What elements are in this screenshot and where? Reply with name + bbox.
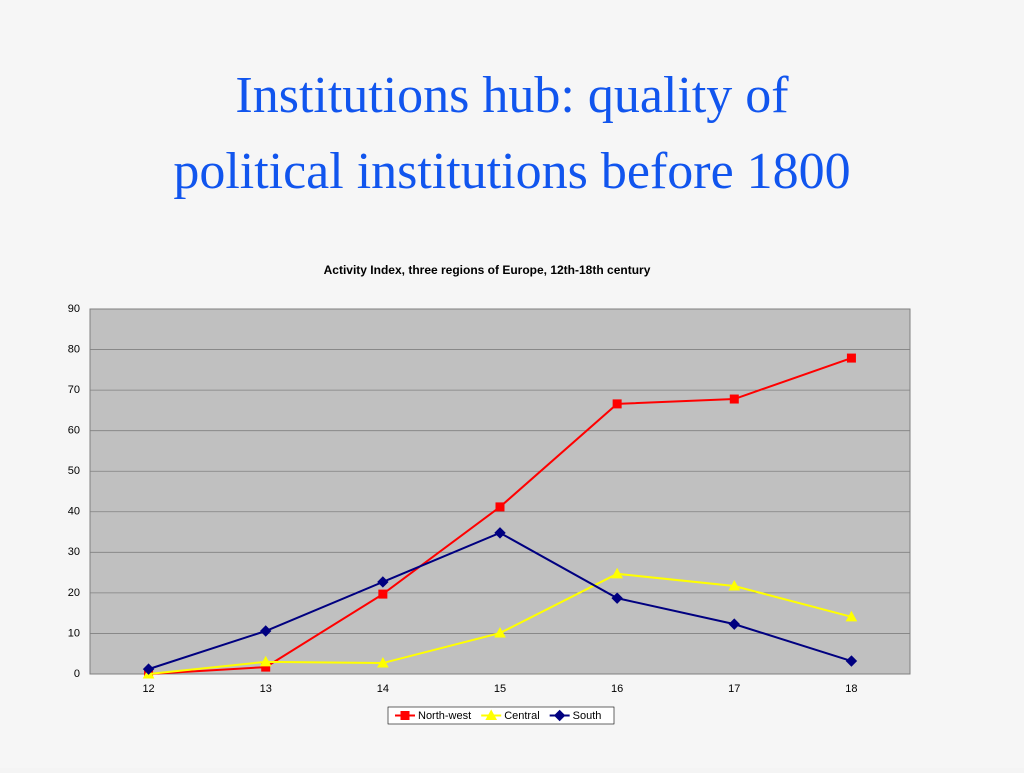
marker	[378, 589, 388, 599]
chart-title: Activity Index, three regions of Europe,…	[324, 263, 651, 277]
slide-title: political institutions before 1800	[173, 143, 850, 200]
x-tick-label: 15	[494, 683, 506, 695]
y-tick-label: 0	[74, 668, 80, 680]
legend-label: South	[573, 710, 602, 722]
marker	[495, 502, 505, 512]
y-tick-label: 90	[68, 303, 80, 315]
y-tick-label: 40	[68, 506, 80, 518]
marker	[494, 527, 506, 539]
x-tick-label: 13	[260, 683, 272, 695]
marker	[260, 625, 272, 637]
y-tick-label: 80	[68, 343, 80, 355]
x-tick-label: 14	[377, 683, 389, 695]
legend-label: Central	[504, 710, 539, 722]
x-tick-label: 16	[611, 683, 623, 695]
x-tick-label: 17	[728, 683, 740, 695]
marker	[845, 655, 858, 667]
marker	[728, 618, 740, 630]
marker	[845, 610, 858, 622]
legend-marker	[553, 709, 566, 722]
marker	[494, 627, 506, 638]
y-tick-label: 70	[68, 384, 80, 396]
plot-area	[89, 308, 911, 675]
marker	[611, 592, 623, 604]
marker	[846, 353, 856, 363]
y-tick-label: 10	[68, 627, 80, 639]
x-tick-label: 18	[845, 683, 857, 695]
marker	[377, 576, 389, 588]
marker	[612, 399, 622, 409]
marker	[611, 567, 623, 579]
legend-label: North-west	[418, 710, 471, 722]
marker	[259, 655, 272, 667]
y-tick-label: 20	[68, 587, 80, 599]
slide-title: Institutions hub: quality of	[235, 67, 789, 124]
y-tick-label: 50	[68, 465, 80, 477]
marker	[142, 663, 155, 675]
x-tick-label: 12	[142, 683, 154, 695]
marker	[728, 579, 741, 591]
y-tick-label: 30	[68, 546, 80, 558]
marker	[377, 657, 389, 668]
y-tick-label: 60	[68, 425, 80, 437]
legend-marker	[400, 711, 410, 720]
marker	[729, 394, 739, 404]
legend-marker	[485, 709, 498, 720]
